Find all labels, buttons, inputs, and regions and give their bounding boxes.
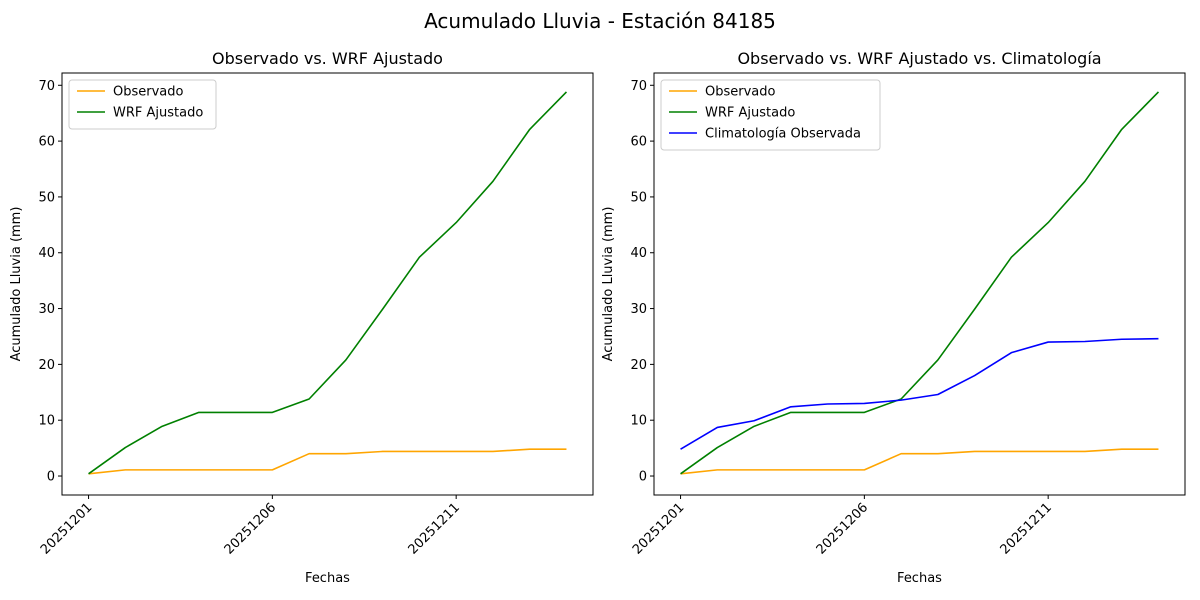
legend: Observado WRF Ajustado bbox=[68, 79, 217, 130]
x-tick-label: 20251201 bbox=[38, 500, 95, 557]
y-tick-label: 70 bbox=[38, 79, 55, 94]
chart-right: Observado vs. WRF Ajustado vs. Climatolo… bbox=[601, 49, 1186, 586]
y-tick-label: 60 bbox=[38, 135, 55, 150]
legend-label: WRF Ajustado bbox=[705, 106, 795, 121]
y-tick-label: 60 bbox=[630, 135, 647, 150]
legend-label: WRF Ajustado bbox=[113, 106, 203, 121]
series-line-observado bbox=[680, 448, 1159, 475]
plot-frame bbox=[653, 72, 1186, 496]
y-tick-label: 30 bbox=[630, 302, 647, 317]
y-tick-label: 0 bbox=[47, 470, 55, 485]
series-line-climatolog-a-observada bbox=[680, 337, 1159, 450]
x-tick-label: 20251206 bbox=[814, 500, 871, 557]
y-tick-label: 50 bbox=[630, 190, 647, 205]
y-axis-label: Acumulado Lluvia (mm) bbox=[9, 207, 24, 362]
x-tick-label: 20251211 bbox=[998, 500, 1055, 557]
plot-frame bbox=[61, 72, 594, 496]
chart-title: Observado vs. WRF Ajustado bbox=[212, 49, 443, 68]
series-line-observado bbox=[88, 448, 567, 475]
legend-label: Observado bbox=[113, 85, 184, 100]
y-tick-label: 50 bbox=[38, 190, 55, 205]
y-tick-label: 20 bbox=[38, 358, 55, 373]
chart-left: Observado vs. WRF Ajustado 0 10 20 30 40 50 60 7… bbox=[9, 49, 594, 586]
y-axis-label: Acumulado Lluvia (mm) bbox=[601, 207, 616, 362]
figure-suptitle: Acumulado Lluvia - Estación 84185 bbox=[424, 9, 776, 33]
y-tick-label: 10 bbox=[630, 414, 647, 429]
x-tick-label: 20251201 bbox=[630, 500, 687, 557]
y-tick-label: 40 bbox=[630, 246, 647, 261]
x-axis-label: Fechas bbox=[305, 571, 350, 586]
series-line-wrf-ajustado bbox=[88, 91, 568, 475]
x-axis-label: Fechas bbox=[897, 571, 942, 586]
legend-box bbox=[68, 79, 217, 130]
series-line-wrf-ajustado bbox=[680, 91, 1160, 475]
x-tick-label: 20251206 bbox=[222, 500, 279, 557]
y-tick-label: 70 bbox=[630, 79, 647, 94]
y-tick-label: 30 bbox=[38, 302, 55, 317]
legend: Observado WRF Ajustado Climatología Observ… bbox=[660, 79, 881, 151]
y-tick-label: 0 bbox=[639, 470, 647, 485]
x-tick-label: 20251211 bbox=[406, 500, 463, 557]
legend-label: Observado bbox=[705, 85, 776, 100]
chart-title: Observado vs. WRF Ajustado vs. Climatolo… bbox=[737, 49, 1101, 68]
legend-box bbox=[660, 79, 881, 151]
y-tick-label: 20 bbox=[630, 358, 647, 373]
legend-label: Climatología Observada bbox=[705, 127, 861, 142]
y-tick-label: 40 bbox=[38, 246, 55, 261]
y-tick-label: 10 bbox=[38, 414, 55, 429]
